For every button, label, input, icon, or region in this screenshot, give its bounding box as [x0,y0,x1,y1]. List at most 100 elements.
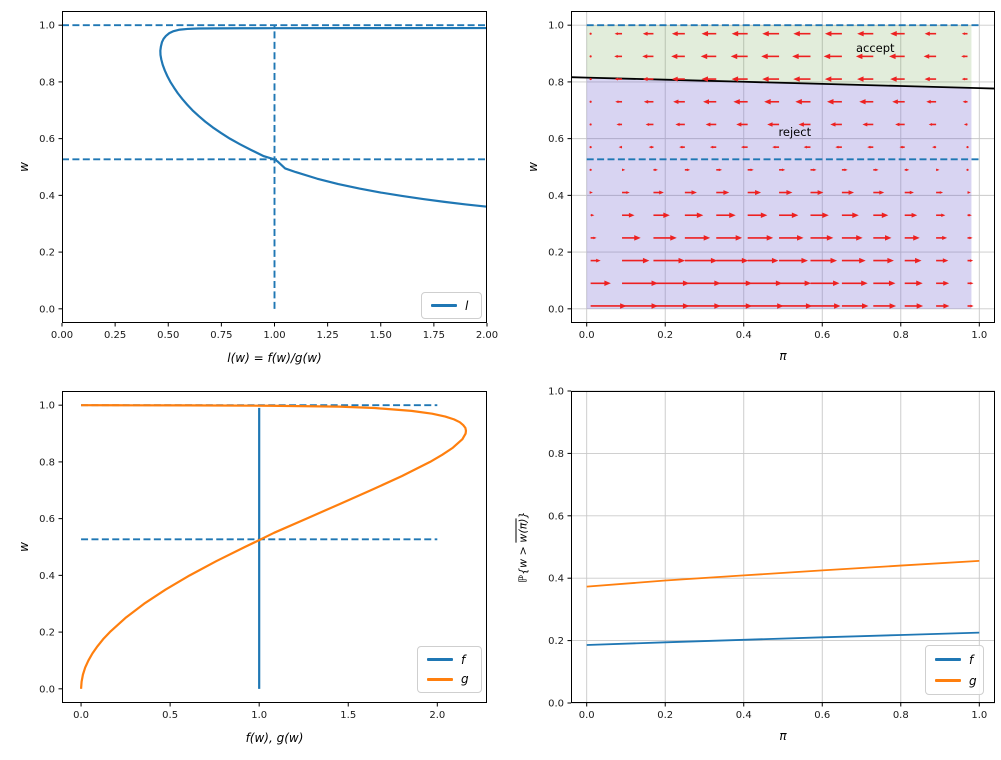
y-tick-label: 0.2 [548,248,564,259]
region-reject [586,77,972,309]
quiver-arrowhead [859,99,866,105]
quiver-arrowhead [701,30,709,37]
quiver-arrowhead [755,189,762,196]
quiver-arrowhead [895,122,900,127]
series-f [586,631,980,646]
quiver-arrowhead [718,168,723,172]
quiver-arrowhead [615,100,619,104]
quiver-arrowhead [830,122,836,127]
quiver-arrowhead [735,235,743,241]
quiver-dot [589,123,592,126]
quiver-arrowhead [782,168,786,172]
quiver-arrowhead [822,212,829,218]
x-tick-label: 0.5 [162,710,178,721]
y-tick-label: 0.0 [39,304,55,315]
x-axis-label: l(w) = f(w)/g(w) [227,351,322,365]
quiver-arrowhead [875,168,879,172]
quiver-arrowhead [797,235,804,241]
quiver-dot [966,146,969,149]
quiver-arrowhead [795,99,802,105]
y-tick-label: 0.2 [548,636,564,647]
legend-swatch [431,304,457,307]
quiver-arrowhead [614,77,618,81]
quiver-arrowhead [670,235,677,241]
quiver-arrowhead [833,280,840,287]
x-tick-label: 0.6 [814,330,830,341]
quiver-dot [589,146,592,149]
quiver-arrowhead [678,257,686,264]
quiver-arrowhead [913,235,920,241]
y-tick-label: 0.2 [39,248,55,259]
quiver-arrowhead [824,76,832,82]
quiver-arrowhead [928,123,933,126]
quiver-arrowhead [857,76,864,82]
quiver-arrowhead [862,303,869,309]
quiver-arrowhead [761,53,768,60]
legend-swatch [935,658,961,661]
y-axis-label: w [526,162,540,172]
quiver-arrowhead [729,212,736,218]
quiver-arrowhead [970,304,974,308]
quiver-arrowhead [968,213,972,217]
quiver-arrowhead [899,145,903,149]
y-axis-label-suffix: } [516,511,530,519]
quiver-arrowhead [642,257,650,264]
subplot-likelihood-ratio: 0.00 0.25 0.50 0.75 1.00 1.25 1.50 1.75 2.00 0.0 0… [39,11,498,341]
quiver-arrowhead [855,53,863,60]
quiver-arrowhead [798,122,804,127]
y-tick-label: 0.6 [548,511,564,522]
quiver-arrowhead [859,257,866,264]
series-g [79,404,468,689]
quiver-arrowhead [626,191,630,194]
quiver-arrowhead [591,213,595,217]
tail-probability-canvas: 0.0 0.2 0.4 0.6 0.8 1.0 0.0 0.2 0.4 0.6 0.8 1.0 [548,387,995,721]
quiver-arrowhead [642,54,648,59]
quiver-arrowhead [856,235,863,241]
quiver-arrowhead [890,76,897,82]
x-tick-label: 1.25 [316,330,338,341]
quiver-arrowhead [817,190,824,195]
quiver-arrowhead [703,99,709,105]
y-tick-label: 0.4 [39,571,55,582]
quiver-arrowhead [679,145,683,149]
quiver-arrowhead [963,123,968,126]
quiver-arrowhead [969,259,974,262]
y-tick-label: 1.0 [39,401,55,412]
quiver-arrowhead [614,32,618,36]
quiver-arrowhead [970,281,974,285]
quiver-arrowhead [731,30,739,37]
quiver-arrowhead [879,190,885,195]
series-l [159,26,488,208]
quiver-arrowhead [916,280,923,287]
axes-spines [62,391,487,703]
quiver-arrowhead [932,145,936,149]
quiver-arrowhead [604,280,611,287]
x-axis-label: f(w), g(w) [245,731,304,745]
y-axis-label: w [17,542,31,552]
quiver-arrowhead [962,100,966,104]
quiver-arrowhead [926,99,931,104]
boundary-line [570,76,996,90]
quiver-arrowhead [614,54,618,58]
quiver-arrowhead [663,212,670,218]
quiver-dot [589,100,592,103]
quiver-arrowhead [710,257,718,264]
x-tick-label: 0.2 [657,710,673,721]
quiver-arrowhead [861,280,868,287]
likelihood-ratio-canvas: 0.00 0.25 0.50 0.75 1.00 1.25 1.50 1.75 2.00 0.0 0… [39,11,498,341]
quiver-arrowhead [844,168,848,172]
quiver-arrowhead [793,76,800,82]
quiver-arrowhead [826,235,834,241]
y-tick-label: 0.6 [39,134,55,145]
y-axis-label-prefix: ℙ{w > [516,542,530,583]
y-tick-label: 0.8 [39,77,55,88]
quiver-arrowhead [740,145,745,149]
x-tick-label: 0.0 [73,710,89,721]
y-tick-label: 0.8 [548,449,564,460]
quiver-arrowhead [730,53,738,60]
x-tick-label: 0.8 [893,710,909,721]
x-tick-label: 1.5 [340,710,356,721]
x-tick-label: 1.00 [263,330,285,341]
quiver-arrowhead [589,191,593,194]
